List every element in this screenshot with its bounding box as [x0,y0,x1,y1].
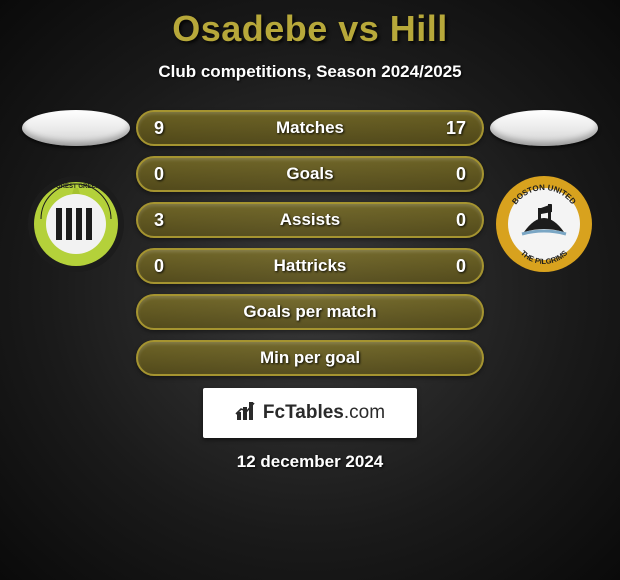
stat-right-value: 0 [438,164,466,185]
stat-right-value: 17 [438,118,466,139]
stat-label: Assists [280,210,340,230]
brand-chart-icon [235,400,257,427]
stat-row-min-per-goal: Min per goal [136,340,484,376]
left-nation-flag [22,110,130,146]
date-text: 12 december 2024 [237,452,384,472]
left-side: FOREST GREEN [16,110,136,274]
stat-row-assists: 3 Assists 0 [136,202,484,238]
stat-row-goals: 0 Goals 0 [136,156,484,192]
brand-text: FcTables.com [263,402,385,424]
brand-pill[interactable]: FcTables.com [203,388,417,438]
subtitle: Club competitions, Season 2024/2025 [158,62,461,82]
stat-left-value: 0 [154,256,182,277]
stat-label: Goals [286,164,333,184]
stat-label: Min per goal [260,348,360,368]
stat-bars: 9 Matches 17 0 Goals 0 3 Assists 0 0 Hat… [136,110,484,376]
comparison-row: FOREST GREEN 9 Matches 17 0 Goals 0 3 As… [0,110,620,376]
stat-left-value: 3 [154,210,182,231]
stat-row-hattricks: 0 Hattricks 0 [136,248,484,284]
stat-label: Goals per match [243,302,376,322]
stat-left-value: 9 [154,118,182,139]
stat-left-value: 0 [154,164,182,185]
stat-right-value: 0 [438,210,466,231]
left-team-crest: FOREST GREEN [26,174,126,274]
right-nation-flag [490,110,598,146]
brand-suffix: .com [344,402,385,423]
content: Osadebe vs Hill Club competitions, Seaso… [0,0,620,580]
right-team-crest: BOSTON UNITED THE PILGRIMS [494,174,594,274]
stat-row-matches: 9 Matches 17 [136,110,484,146]
stat-label: Hattricks [274,256,347,276]
brand-name: FcTables [263,402,344,423]
stat-right-value: 0 [438,256,466,277]
stat-row-goals-per-match: Goals per match [136,294,484,330]
svg-text:FOREST GREEN: FOREST GREEN [52,184,99,190]
page-title: Osadebe vs Hill [172,8,448,50]
stat-label: Matches [276,118,344,138]
right-side: BOSTON UNITED THE PILGRIMS [484,110,604,274]
